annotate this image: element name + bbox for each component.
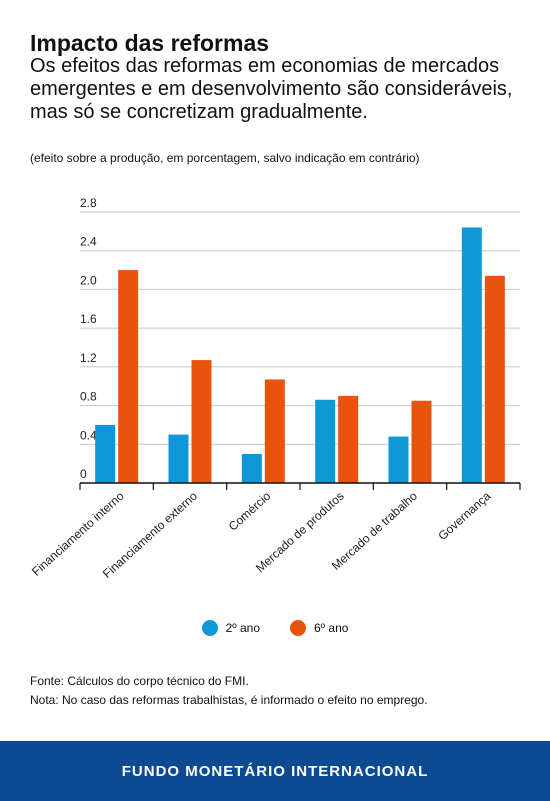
legend-item-year2: 2º ano <box>201 620 260 636</box>
y-tick-label: 0 <box>80 467 87 481</box>
bar <box>484 275 505 483</box>
y-tick-label: 1.6 <box>80 312 97 326</box>
legend-item-year6: 6º ano <box>290 620 348 636</box>
footer-banner: FUNDO MONETÁRIO INTERNACIONAL <box>0 741 550 801</box>
legend: 2º ano 6º ano <box>0 620 550 636</box>
bar <box>118 270 139 483</box>
bar <box>338 395 359 483</box>
bar <box>264 379 285 483</box>
chart-title: Impacto das reformas <box>30 30 270 56</box>
x-category-label: Comércio <box>226 489 274 534</box>
y-tick-label: 1.2 <box>80 351 97 365</box>
bar <box>388 436 409 483</box>
bar <box>191 360 212 483</box>
unit-note: (efeito sobre a produção, em porcentagem… <box>30 151 420 165</box>
legend-label-year6: 6º ano <box>314 621 349 635</box>
bar <box>411 400 432 483</box>
source-note: Fonte: Cálculos do corpo técnico do FMI. <box>30 674 249 688</box>
y-tick-label: 2.8 <box>80 196 97 210</box>
x-category-label: Governança <box>435 489 493 543</box>
brand-name: FUNDO MONETÁRIO INTERNACIONAL <box>121 762 429 780</box>
y-tick-label: 0.8 <box>80 390 97 404</box>
y-tick-label: 2.0 <box>80 273 97 287</box>
bar <box>95 424 116 483</box>
legend-label-year2: 2º ano <box>225 621 260 635</box>
bar <box>461 227 482 483</box>
bar <box>315 399 336 483</box>
y-tick-label: 0.4 <box>80 428 97 442</box>
chart-subtitle: Os efeitos das reformas em economias de … <box>30 55 513 123</box>
bar <box>241 453 262 483</box>
y-tick-label: 2.4 <box>80 235 97 249</box>
legend-swatch-year6 <box>290 620 306 636</box>
footnote: Nota: No caso das reformas trabalhistas,… <box>30 693 428 707</box>
legend-swatch-year2 <box>201 620 218 636</box>
bar <box>168 434 189 483</box>
